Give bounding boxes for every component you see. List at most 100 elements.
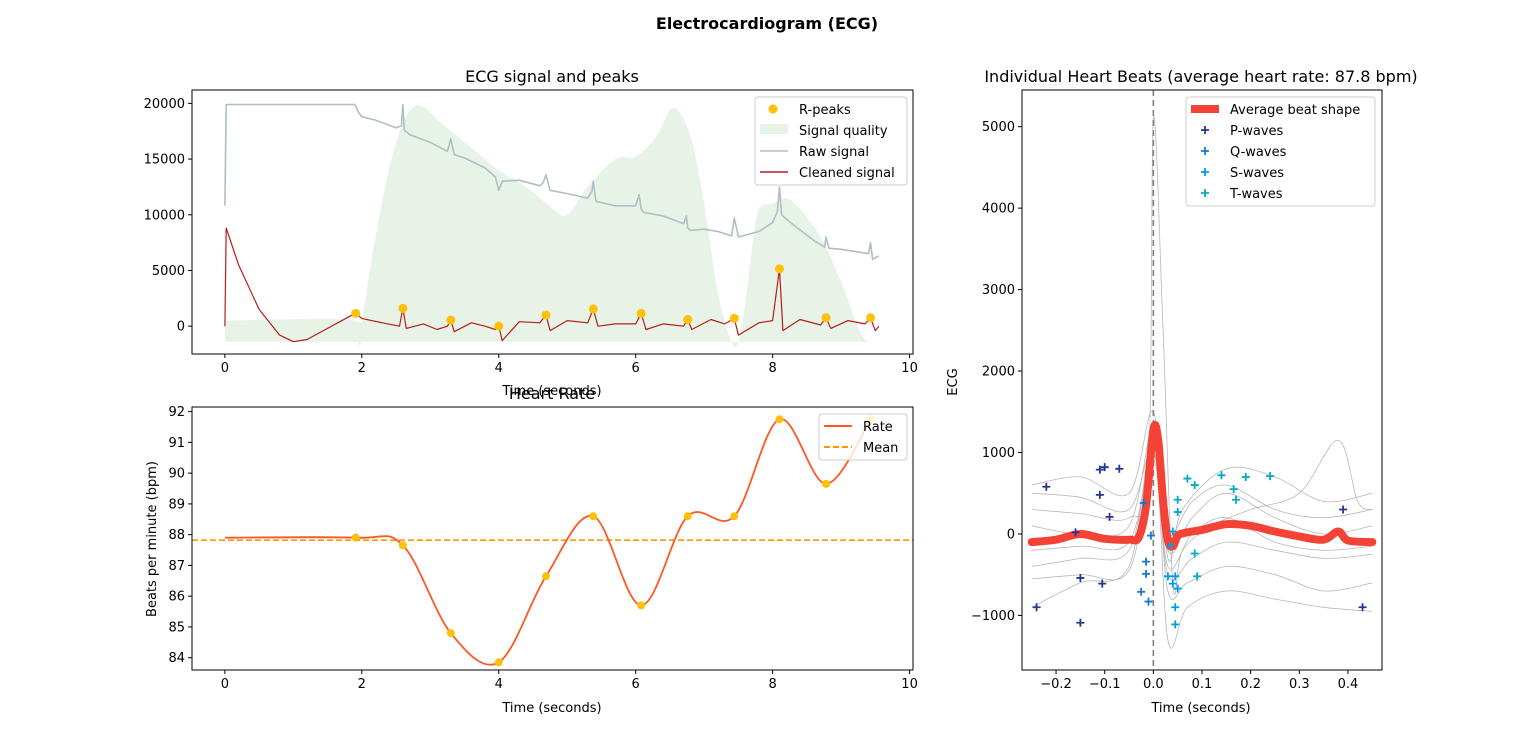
heart-beats-axis-ticks: −0.2 −0.1 0.0 0.1 0.2 0.3 0.4 −1000 0 1000 2000 300… bbox=[971, 120, 1358, 692]
ecg-x-tick-label: 10 bbox=[901, 361, 918, 376]
legend-signal-quality-label: Signal quality bbox=[799, 124, 888, 139]
t-wave-marker bbox=[1232, 495, 1241, 504]
heart-rate-axis-ticks: 0 2 4 6 8 10 84 85 86 87 88 89 90 91 92 bbox=[168, 405, 917, 692]
heart-beats-x-tick-label: −0.1 bbox=[1089, 677, 1121, 692]
rate-peak-marker bbox=[730, 512, 739, 521]
heart-beats-legend-box bbox=[1185, 96, 1376, 207]
heart-beats-plot-area bbox=[1027, 90, 1377, 670]
rate-peak-marker bbox=[822, 479, 831, 488]
raw-signal-line bbox=[224, 103, 880, 261]
p-wave-marker bbox=[1358, 603, 1367, 612]
heart-rate-plot-area bbox=[192, 415, 913, 667]
ecg-x-tick-label: 8 bbox=[768, 361, 776, 376]
legend-p-waves-plus bbox=[1201, 126, 1209, 134]
t-wave-marker bbox=[1190, 549, 1199, 558]
legend-signal-quality-marker bbox=[760, 124, 788, 134]
rate-peak-marker bbox=[398, 541, 407, 550]
heart-beats-y-tick-label: 1000 bbox=[982, 446, 1015, 461]
heart-beats-x-tick-label: 0.2 bbox=[1240, 677, 1261, 692]
individual-beat-line bbox=[1031, 452, 1373, 600]
rate-peak-marker bbox=[637, 601, 646, 610]
heart-beats-x-axis-label: Time (seconds) bbox=[1150, 701, 1250, 716]
p-wave-marker bbox=[1076, 573, 1085, 582]
legend-s-waves-plus bbox=[1201, 168, 1209, 176]
heart-rate-y-tick-label: 88 bbox=[168, 528, 185, 543]
heart-rate-panel: Heart Rate 0 2 4 6 8 10 84 85 86 87 88 89 90 91 92 Tim… bbox=[145, 384, 918, 716]
ecg-x-tick-label: 6 bbox=[632, 361, 640, 376]
heart-rate-y-tick-label: 84 bbox=[168, 651, 185, 666]
p-wave-marker bbox=[1115, 464, 1124, 473]
heart-beats-x-tick-label: 0.4 bbox=[1338, 677, 1359, 692]
figure-title: Electrocardiogram (ECG) bbox=[656, 14, 878, 33]
s-wave-marker bbox=[1166, 541, 1175, 550]
q-wave-marker bbox=[1142, 569, 1151, 578]
t-wave-marker bbox=[1193, 572, 1202, 581]
t-wave-marker bbox=[1217, 471, 1226, 480]
heart-beats-x-tick-label: 0.0 bbox=[1143, 677, 1164, 692]
rate-peak-marker bbox=[494, 658, 503, 667]
heart-rate-y-tick-label: 87 bbox=[168, 559, 185, 574]
heart-rate-y-tick-label: 86 bbox=[168, 590, 185, 605]
s-wave-marker bbox=[1168, 579, 1177, 588]
heart-rate-y-tick-label: 90 bbox=[168, 467, 185, 482]
ecg-plot-frame bbox=[191, 89, 914, 355]
q-wave-marker bbox=[1139, 499, 1148, 508]
heart-beats-y-tick-label: 4000 bbox=[982, 202, 1015, 217]
ecg-y-tick-label: 10000 bbox=[144, 208, 185, 223]
r-peak-marker bbox=[494, 321, 504, 331]
legend-rate-label: Rate bbox=[863, 420, 893, 435]
heart-rate-y-tick-label: 89 bbox=[168, 497, 185, 512]
ecg-y-tick-label: 0 bbox=[177, 320, 185, 335]
r-peak-marker bbox=[636, 308, 646, 318]
ecg-x-tick-label: 4 bbox=[495, 361, 503, 376]
heart-beats-x-tick-label: −0.2 bbox=[1040, 677, 1072, 692]
heart-rate-y-axis-label: Beats per minute (bpm) bbox=[145, 461, 160, 617]
rate-peak-marker bbox=[775, 415, 784, 424]
individual-beat-line bbox=[1031, 460, 1373, 581]
heart-rate-x-tick-label: 0 bbox=[221, 677, 229, 692]
heart-rate-x-tick-label: 8 bbox=[768, 677, 776, 692]
r-peak-marker bbox=[541, 310, 551, 320]
ecg-axis-ticks: 0 2 4 6 8 10 0 5000 10000 15000 20000 bbox=[144, 97, 918, 376]
legend-p-waves-marker bbox=[1201, 126, 1209, 134]
p-wave-marker bbox=[1339, 505, 1348, 514]
heart-beats-y-tick-label: −1000 bbox=[971, 609, 1015, 624]
t-wave-marker bbox=[1241, 472, 1250, 481]
p-wave-marker bbox=[1105, 512, 1114, 521]
legend-raw-signal-label: Raw signal bbox=[799, 145, 869, 160]
legend-average-beat-label: Average beat shape bbox=[1230, 103, 1360, 118]
rate-peak-marker bbox=[351, 533, 360, 542]
heart-beats-y-tick-label: 3000 bbox=[982, 283, 1015, 298]
legend-cleaned-signal-label: Cleaned signal bbox=[799, 166, 895, 181]
legend-q-waves-label: Q-waves bbox=[1230, 145, 1287, 160]
p-wave-marker bbox=[1032, 603, 1041, 612]
heart-rate-x-tick-label: 6 bbox=[632, 677, 640, 692]
p-wave-marker bbox=[1100, 463, 1109, 472]
s-wave-marker bbox=[1163, 572, 1172, 581]
heart-rate-x-tick-label: 4 bbox=[495, 677, 503, 692]
legend-t-waves-plus bbox=[1201, 189, 1209, 197]
p-wave-marker bbox=[1095, 490, 1104, 499]
q-wave-marker bbox=[1137, 587, 1146, 596]
heart-beats-panel: Individual Heart Beats (average heart ra… bbox=[946, 67, 1418, 716]
heart-beats-legend: Average beat shape P-waves Q-waves S-wav… bbox=[1185, 96, 1376, 207]
r-peak-marker bbox=[821, 313, 831, 323]
r-peak-marker bbox=[866, 313, 876, 323]
heart-beats-y-axis-label: ECG bbox=[946, 368, 961, 395]
t-wave-marker bbox=[1173, 495, 1182, 504]
signal-quality-area bbox=[224, 105, 876, 348]
t-wave-marker bbox=[1190, 481, 1199, 490]
heart-rate-legend: Rate Mean bbox=[818, 413, 908, 461]
heart-beats-x-tick-label: 0.1 bbox=[1192, 677, 1213, 692]
individual-beat-line bbox=[1031, 435, 1373, 649]
heart-rate-y-tick-label: 91 bbox=[168, 436, 185, 451]
ecg-panel-title: ECG signal and peaks bbox=[465, 67, 639, 86]
s-wave-marker bbox=[1168, 527, 1177, 536]
rate-peak-marker bbox=[446, 629, 455, 638]
heart-beats-y-tick-label: 5000 bbox=[982, 120, 1015, 135]
rate-peak-marker bbox=[541, 572, 550, 581]
legend-r-peaks-marker bbox=[768, 104, 778, 114]
s-wave-marker bbox=[1171, 572, 1180, 581]
legend-t-waves-label: T-waves bbox=[1229, 187, 1283, 202]
